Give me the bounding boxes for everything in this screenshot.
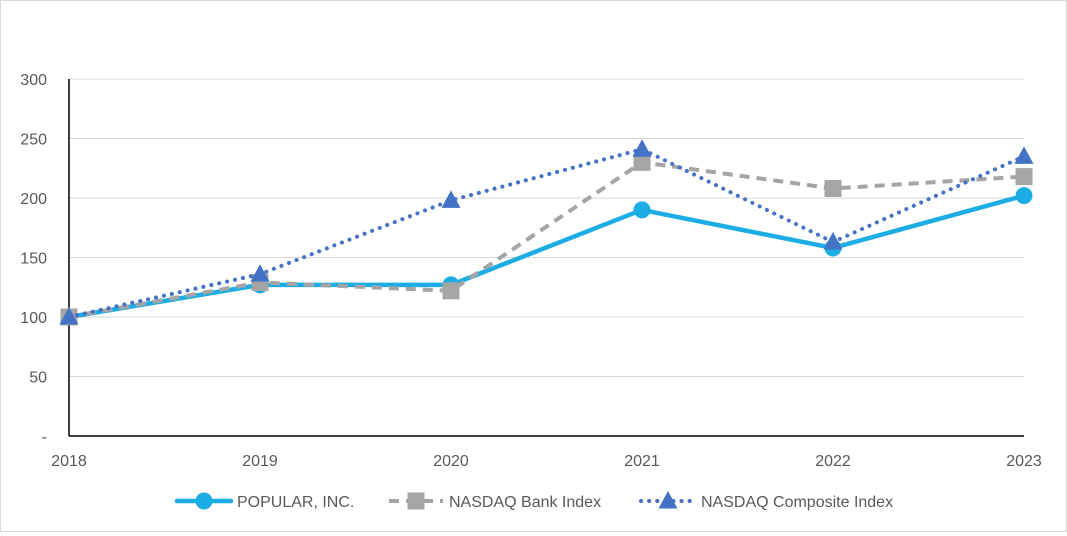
gridlines <box>69 78 1024 377</box>
legend-item: NASDAQ Composite Index <box>639 491 893 511</box>
y-tick-label: 100 <box>20 310 47 327</box>
data-point-marker <box>442 282 460 300</box>
legend-label: NASDAQ Bank Index <box>449 494 601 511</box>
x-tick-label: 2022 <box>815 453 851 470</box>
legend-label: NASDAQ Composite Index <box>701 494 893 511</box>
x-tick-label: 2018 <box>51 453 87 470</box>
axes <box>68 79 1024 437</box>
legend-marker-swatch <box>195 492 213 510</box>
series-line <box>67 147 1026 319</box>
data-point-marker <box>1014 146 1034 164</box>
legend-item: NASDAQ Bank Index <box>389 492 601 511</box>
x-tick-labels: 2018 2019 2020 2021 2022 2023 <box>51 453 1042 470</box>
data-point-marker <box>633 201 651 219</box>
series-lines <box>59 139 1034 326</box>
data-point-marker <box>59 307 79 325</box>
y-tick-label: 300 <box>20 72 47 89</box>
series-popular-inc <box>60 187 1033 326</box>
y-tick-label: 50 <box>29 370 47 387</box>
legend-item: POPULAR, INC. <box>174 492 354 511</box>
y-tick-label: 200 <box>20 191 47 208</box>
data-point-marker <box>441 190 461 208</box>
y-tick-label: 150 <box>20 251 47 268</box>
data-point-marker <box>824 179 842 197</box>
legend-marker-swatch <box>658 491 678 509</box>
x-tick-label: 2021 <box>624 453 660 470</box>
data-point-marker <box>1015 187 1033 205</box>
series-line <box>68 160 1025 319</box>
x-tick-label: 2020 <box>433 453 469 470</box>
legend-label: POPULAR, INC. <box>237 494 354 511</box>
data-point-marker <box>1015 168 1033 186</box>
legend: POPULAR, INC. NASDAQ Bank Index NASDAQ Com… <box>174 491 893 511</box>
series-nasdaq-composite-index <box>59 139 1034 325</box>
data-point-marker <box>250 264 270 282</box>
y-tick-labels: - 50 100 150 200 250 300 <box>20 72 47 446</box>
data-point-marker <box>632 139 652 157</box>
series-nasdaq-bank-index <box>60 153 1033 326</box>
legend-marker-swatch <box>407 492 425 510</box>
y-tick-label: 250 <box>20 132 47 149</box>
x-tick-label: 2019 <box>242 453 278 470</box>
series-line <box>66 193 1027 320</box>
data-point-marker <box>823 232 843 250</box>
x-tick-label: 2023 <box>1006 453 1042 470</box>
y-tick-label: - <box>42 429 47 446</box>
data-point-marker <box>633 153 651 171</box>
